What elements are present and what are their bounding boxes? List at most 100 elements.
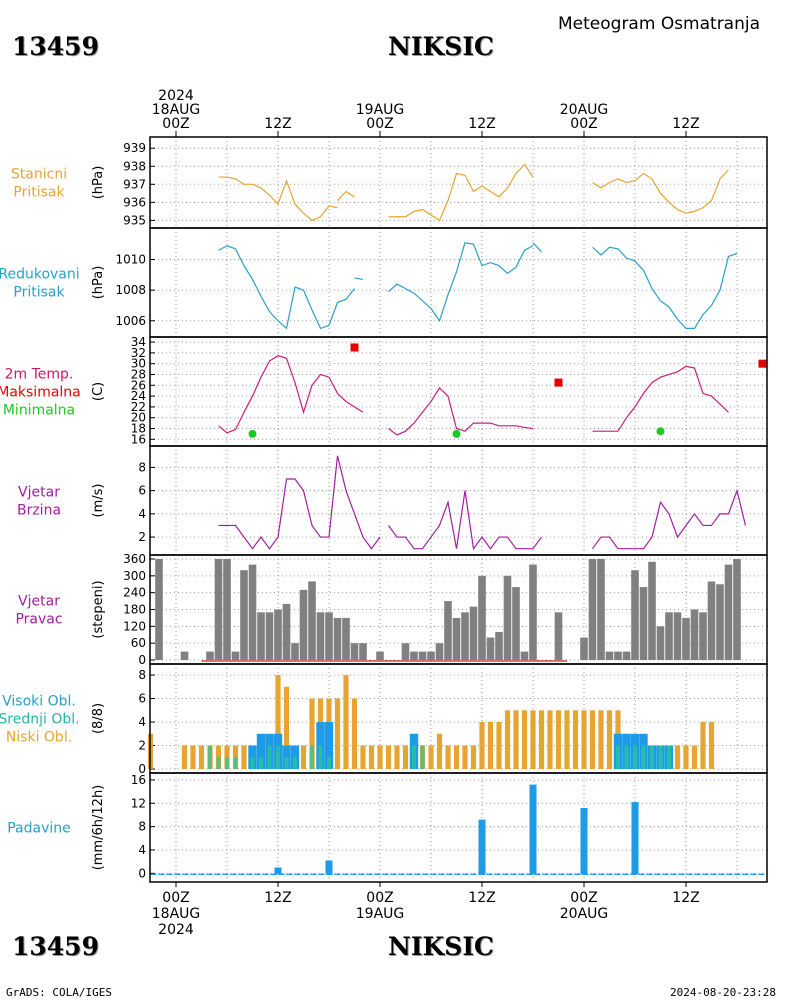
wind_speed-line (532, 536, 542, 550)
wind-direction-bar (690, 609, 699, 660)
panel-label: Stanicni (11, 167, 67, 183)
low-cloud-bar (708, 722, 715, 769)
low-cloud-bar (589, 710, 596, 769)
wind-direction-bar (333, 617, 342, 660)
panel-label: Pravac (15, 612, 62, 628)
reduced_pressure-line (592, 246, 738, 330)
y-tick-label: 16 (131, 432, 146, 446)
panel-label: Srednji Obl. (0, 712, 80, 728)
time-label-bottom: 12Z (264, 890, 291, 906)
y-tick-label: 26 (131, 378, 146, 392)
y-tick-label: 6 (138, 484, 146, 498)
wind-direction-bar (631, 570, 639, 660)
wind-direction-bar (291, 643, 299, 660)
high-cloud-bar (316, 722, 325, 769)
low-cloud-bar (428, 745, 434, 769)
wind-direction-bar (529, 564, 537, 660)
low-cloud-bar (198, 745, 205, 769)
time-label-top: 00Z (570, 116, 597, 132)
mid-cloud-bar (267, 745, 272, 769)
y-tick-label: 34 (131, 335, 146, 349)
wind_speed-line (592, 488, 747, 550)
reduced_pressure-line (532, 242, 542, 253)
unit-label: (C) (91, 382, 106, 401)
low-cloud-bar (538, 710, 545, 769)
wind-direction-bar (520, 651, 529, 660)
time-label-top: 12Z (468, 116, 495, 132)
wind-direction-bar (299, 589, 308, 660)
time-label-top: 12Z (264, 116, 291, 132)
mid-cloud-bar (420, 745, 425, 769)
wind-direction-bar (580, 637, 588, 660)
reduced_pressure-line (354, 277, 364, 281)
wind-direction-bar (427, 651, 435, 660)
wind-direction-bar (639, 587, 648, 660)
low-cloud-bar (445, 745, 451, 769)
mid-cloud-bar (225, 757, 229, 769)
precip-bar (529, 784, 537, 875)
mid-cloud-bar (310, 745, 314, 769)
panel-label: 2m Temp. (5, 367, 74, 383)
y-tick-label: 1008 (115, 283, 146, 297)
low-cloud-bar (555, 710, 562, 769)
mid-cloud-bar (650, 745, 654, 769)
panel-frame (149, 136, 768, 229)
panel-label: Minimalna (3, 403, 75, 419)
y-tick-label: 935 (123, 213, 146, 227)
low-cloud-bar (598, 710, 604, 769)
wind-direction-bar (699, 612, 707, 660)
footer-timestamp: 2024-08-20-23:28 (670, 986, 776, 999)
y-tick-label: 8 (138, 820, 146, 834)
low-cloud-bar (436, 733, 443, 769)
mid-cloud-bar (293, 757, 297, 769)
wind_speed-line (362, 536, 381, 550)
y-tick-label: 1010 (115, 253, 146, 267)
mid-cloud-bar (412, 745, 416, 769)
y-tick-label: 2 (138, 530, 146, 544)
y-tick-label: 4 (138, 507, 146, 521)
min-temp-marker (248, 429, 257, 438)
y-tick-label: 936 (123, 195, 146, 209)
low-cloud-bar (300, 745, 307, 769)
wind-direction-bar (469, 606, 478, 660)
mid-cloud-bar (667, 745, 671, 769)
wind-direction-bar (316, 612, 325, 660)
wind-direction-bar (588, 559, 597, 660)
unit-label: (8/8) (91, 703, 106, 734)
y-tick-label: 180 (123, 603, 146, 617)
wind_speed-line (218, 455, 364, 550)
mid-cloud-bar (233, 757, 238, 769)
unit-label: (hPa) (91, 166, 106, 200)
wind-direction-bar (716, 584, 724, 660)
y-tick-label: 6 (138, 692, 146, 706)
low-cloud-bar (581, 710, 587, 769)
wind-direction-bar (648, 561, 656, 660)
precip-bar (580, 807, 588, 875)
low-cloud-bar (343, 675, 349, 769)
mid-cloud-bar (318, 745, 323, 769)
min-temp-marker (656, 427, 665, 436)
panel-label: Redukovani (0, 267, 80, 283)
wind-direction-bar (214, 559, 223, 660)
mid-cloud-bar (259, 757, 263, 769)
wind-direction-bar (673, 612, 682, 660)
low-cloud-bar (691, 745, 698, 769)
mid-cloud-bar (616, 745, 620, 769)
y-tick-label: 22 (131, 400, 146, 414)
y-tick-label: 60 (131, 636, 146, 650)
y-tick-label: 24 (131, 389, 146, 403)
y-tick-label: 300 (123, 569, 146, 583)
y-tick-label: 4 (138, 843, 146, 857)
max-temp-marker (758, 359, 767, 368)
mid-cloud-bar (216, 757, 221, 769)
time-label-top: 18AUG (152, 102, 201, 118)
panel-label: Pritisak (13, 185, 65, 201)
low-cloud-bar (241, 745, 247, 769)
panel-label: Visoki Obl. (2, 694, 76, 710)
reduced_pressure-line (218, 245, 355, 330)
y-tick-label: 8 (138, 668, 146, 682)
low-cloud-bar (181, 745, 188, 769)
pressure-line (524, 164, 534, 178)
wind-direction-bar (478, 575, 486, 660)
y-tick-label: 12 (131, 796, 146, 810)
